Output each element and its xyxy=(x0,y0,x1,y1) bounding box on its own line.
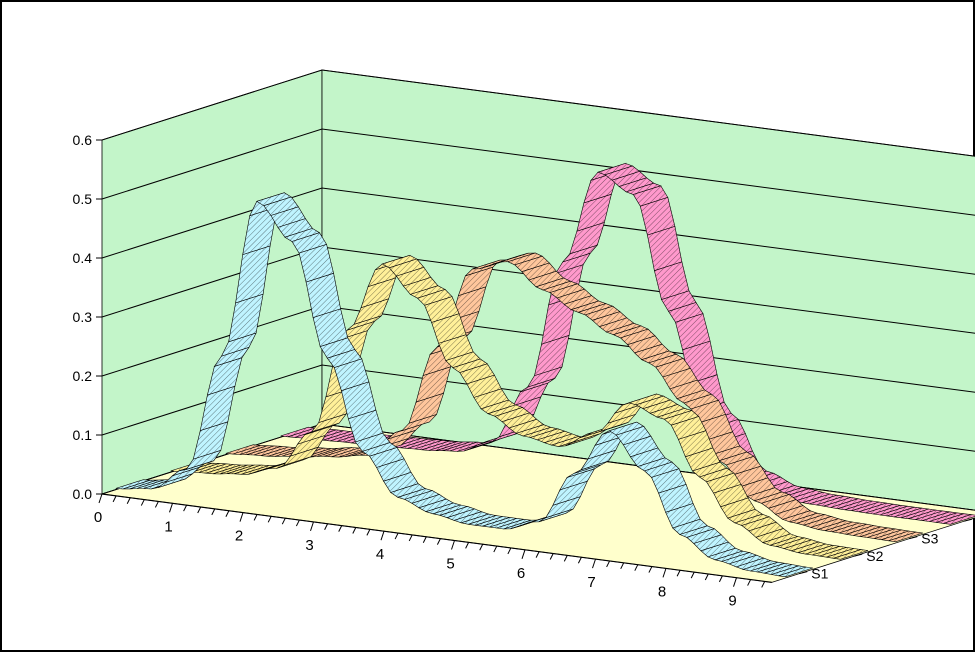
x-tick-label-1: 1 xyxy=(164,518,172,535)
x-tick-label-2: 2 xyxy=(235,528,243,545)
x-tick xyxy=(282,518,285,524)
x-tick-label-8: 8 xyxy=(658,583,666,600)
x-tick xyxy=(466,542,469,548)
x-tick xyxy=(649,567,652,573)
x-tick xyxy=(748,580,751,586)
y-tick-label-0: 0.0 xyxy=(73,486,93,502)
x-tick xyxy=(353,527,356,533)
x-tick xyxy=(170,503,173,512)
x-tick xyxy=(607,561,610,567)
series-label-s3: S3 xyxy=(921,531,938,547)
y-tick-label-5: 0.5 xyxy=(73,191,93,207)
y-tick-label-3: 0.3 xyxy=(73,309,93,325)
x-tick xyxy=(621,563,624,569)
x-tick xyxy=(762,581,765,587)
x-tick xyxy=(705,574,708,580)
x-tick xyxy=(141,500,144,506)
x-tick xyxy=(423,537,426,543)
x-tick-label-4: 4 xyxy=(376,546,384,563)
x-tick xyxy=(663,568,666,577)
x-tick xyxy=(99,494,102,503)
x-tick xyxy=(395,533,398,539)
series-label-s2: S2 xyxy=(866,548,883,564)
x-tick xyxy=(578,557,581,563)
x-tick xyxy=(409,535,412,541)
x-tick xyxy=(127,498,130,504)
x-tick xyxy=(593,559,596,568)
x-tick xyxy=(268,516,271,522)
x-tick xyxy=(564,555,567,561)
x-tick xyxy=(691,572,694,578)
x-tick xyxy=(635,565,638,571)
x-tick xyxy=(155,501,158,507)
x-tick xyxy=(677,570,680,576)
y-tick-label-6: 0.6 xyxy=(73,132,93,148)
x-tick xyxy=(240,513,243,522)
x-tick-label-0: 0 xyxy=(94,509,102,526)
y-tick-label-4: 0.4 xyxy=(73,250,93,266)
x-tick xyxy=(296,520,299,526)
x-tick xyxy=(184,505,187,511)
x-tick xyxy=(536,552,539,558)
x-tick xyxy=(550,554,553,560)
x-tick xyxy=(508,548,511,554)
x-tick xyxy=(719,576,722,582)
x-tick xyxy=(226,511,229,517)
x-tick xyxy=(325,524,328,530)
x-tick xyxy=(437,539,440,545)
x-tick xyxy=(522,550,525,559)
series-label-s1: S1 xyxy=(811,566,828,582)
x-tick xyxy=(198,507,201,513)
x-tick-label-6: 6 xyxy=(517,565,525,582)
x-tick xyxy=(113,496,116,502)
x-tick xyxy=(339,526,342,532)
x-tick-label-3: 3 xyxy=(305,537,313,554)
x-tick xyxy=(480,544,483,550)
x-tick xyxy=(367,529,370,535)
x-tick xyxy=(254,514,257,520)
x-tick xyxy=(311,522,314,531)
x-tick xyxy=(452,541,455,550)
y-tick-label-1: 0.1 xyxy=(73,427,93,443)
x-tick xyxy=(734,578,737,587)
y-tick-label-2: 0.2 xyxy=(73,368,93,384)
x-tick-label-5: 5 xyxy=(446,556,454,573)
x-tick xyxy=(381,531,384,540)
x-tick xyxy=(494,546,497,552)
x-tick-label-9: 9 xyxy=(728,593,736,610)
x-tick xyxy=(212,509,215,515)
x-tick-label-7: 7 xyxy=(587,574,595,591)
